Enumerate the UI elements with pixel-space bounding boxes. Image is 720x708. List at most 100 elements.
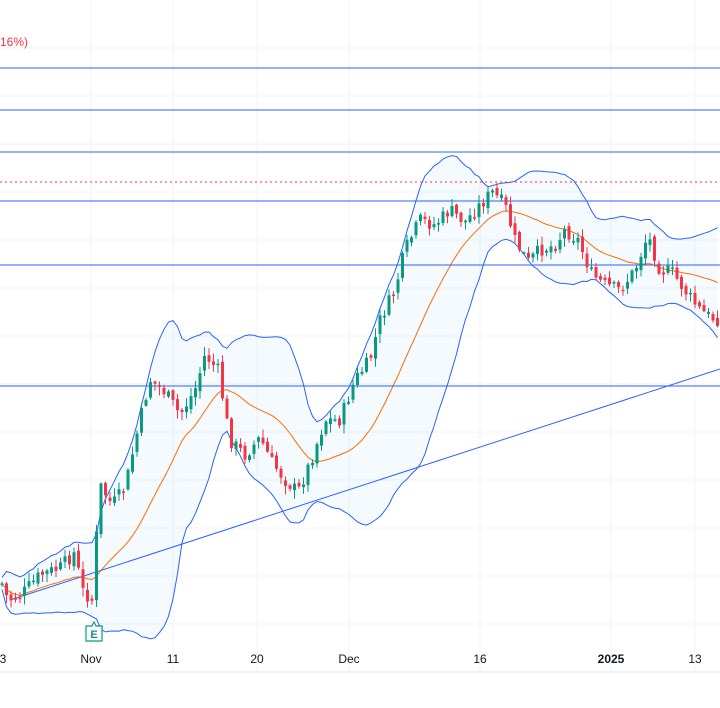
candle-body bbox=[32, 580, 35, 583]
candle-body bbox=[365, 357, 368, 372]
horizontal-lines[interactable] bbox=[0, 67, 720, 387]
candle-body bbox=[297, 482, 301, 487]
candle-body bbox=[324, 421, 328, 435]
trendline[interactable] bbox=[9, 368, 720, 601]
candle-body bbox=[180, 409, 184, 413]
candle-body bbox=[428, 220, 431, 229]
candle-body bbox=[635, 267, 638, 272]
legend-change-text: 16%) bbox=[0, 35, 28, 49]
candle-body bbox=[540, 244, 544, 256]
candle-body bbox=[126, 469, 130, 490]
bollinger-upper-band bbox=[1, 155, 718, 578]
candle-body bbox=[374, 337, 377, 359]
candle-body bbox=[27, 581, 31, 587]
candle-body bbox=[617, 282, 620, 288]
candle-body bbox=[347, 401, 350, 404]
candle-body bbox=[504, 197, 508, 205]
candle-body bbox=[698, 302, 701, 307]
candle-body bbox=[315, 444, 319, 464]
time-axis-label: 2025 bbox=[598, 652, 625, 666]
grid bbox=[0, 0, 720, 672]
candle-body bbox=[158, 385, 161, 387]
candle-body bbox=[455, 204, 458, 214]
candle-body bbox=[486, 191, 490, 209]
bollinger-basis-line bbox=[1, 210, 718, 596]
candle-body bbox=[581, 236, 584, 253]
candle-body bbox=[585, 253, 589, 268]
time-axis-label: 16 bbox=[473, 652, 487, 666]
candle-body bbox=[288, 485, 292, 489]
candle-body bbox=[432, 224, 436, 228]
candle-body bbox=[131, 454, 134, 472]
candle-body bbox=[104, 483, 107, 496]
candle-body bbox=[567, 226, 571, 240]
candle-body bbox=[572, 241, 575, 243]
candle-body bbox=[207, 355, 211, 362]
candle-body bbox=[171, 390, 175, 400]
candle-body bbox=[558, 239, 562, 250]
candle-body bbox=[270, 453, 274, 457]
candle-body bbox=[14, 597, 17, 600]
candle-body bbox=[306, 464, 310, 486]
candle-body bbox=[243, 445, 247, 460]
candle-body bbox=[338, 418, 341, 426]
candle-body bbox=[149, 382, 152, 398]
candle-body bbox=[576, 237, 580, 243]
candle-body bbox=[423, 216, 427, 220]
earnings-marker[interactable]: E bbox=[85, 620, 103, 642]
candle-body bbox=[513, 223, 517, 235]
candle-body bbox=[684, 285, 688, 295]
time-axis-label: 20 bbox=[250, 652, 264, 666]
candle-body bbox=[162, 387, 166, 395]
candle-body bbox=[266, 441, 269, 452]
candle-body bbox=[108, 497, 112, 502]
candle-body bbox=[671, 267, 674, 269]
candle-body bbox=[437, 223, 440, 225]
candle-body bbox=[77, 550, 80, 568]
candle-body bbox=[113, 496, 116, 503]
time-axis-label: Nov bbox=[80, 652, 101, 666]
candle-body bbox=[459, 212, 463, 222]
candle-body bbox=[509, 204, 512, 227]
candle-body bbox=[648, 239, 652, 246]
candle-body bbox=[446, 212, 449, 217]
candle-body bbox=[329, 418, 332, 425]
candle-body bbox=[212, 361, 215, 365]
time-axis-label: 3 bbox=[0, 652, 7, 666]
candle-body bbox=[630, 270, 634, 282]
candle-body bbox=[626, 281, 629, 289]
candle-body bbox=[54, 566, 58, 571]
candle-body bbox=[495, 187, 499, 196]
time-axis[interactable]: 3 Nov 11 20 Dec 16 2025 13 bbox=[0, 652, 720, 673]
candle-body bbox=[23, 586, 26, 596]
candle-body bbox=[639, 256, 643, 271]
candle-body bbox=[666, 265, 670, 273]
candle-body bbox=[644, 242, 647, 259]
candle-body bbox=[117, 489, 121, 495]
candle-body bbox=[194, 388, 197, 398]
candle-body bbox=[5, 583, 8, 596]
candle-body bbox=[491, 190, 494, 193]
candle-body bbox=[86, 589, 89, 602]
earnings-badge[interactable] bbox=[85, 620, 103, 642]
candle-body bbox=[230, 418, 233, 448]
candlesticks bbox=[0, 182, 719, 608]
candle-body bbox=[36, 572, 40, 584]
time-axis-label: 11 bbox=[167, 652, 180, 666]
candle-body bbox=[167, 391, 170, 397]
candle-body bbox=[351, 384, 355, 400]
candle-body bbox=[410, 237, 413, 243]
candle-body bbox=[482, 202, 485, 207]
candle-body bbox=[50, 567, 53, 573]
candle-body bbox=[464, 220, 467, 223]
candle-body bbox=[261, 437, 265, 444]
earnings-label: E bbox=[90, 629, 97, 641]
time-axis-label: 13 bbox=[688, 652, 702, 666]
candle-body bbox=[153, 381, 157, 384]
candle-body bbox=[414, 222, 418, 236]
candle-body bbox=[59, 562, 62, 570]
candle-body bbox=[369, 355, 373, 358]
candle-body bbox=[144, 400, 148, 406]
candle-body bbox=[63, 556, 67, 562]
